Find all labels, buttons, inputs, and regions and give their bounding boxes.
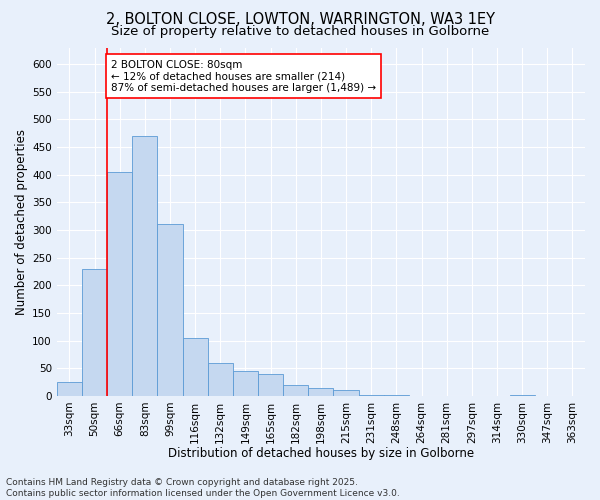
Text: 2 BOLTON CLOSE: 80sqm
← 12% of detached houses are smaller (214)
87% of semi-det: 2 BOLTON CLOSE: 80sqm ← 12% of detached …: [111, 60, 376, 93]
Text: Contains HM Land Registry data © Crown copyright and database right 2025.
Contai: Contains HM Land Registry data © Crown c…: [6, 478, 400, 498]
Bar: [334, 390, 359, 396]
Bar: [208, 362, 233, 396]
Bar: [132, 136, 157, 396]
Bar: [57, 382, 82, 396]
X-axis label: Distribution of detached houses by size in Golborne: Distribution of detached houses by size …: [168, 447, 474, 460]
Bar: [258, 374, 283, 396]
Y-axis label: Number of detached properties: Number of detached properties: [15, 128, 28, 314]
Bar: [233, 371, 258, 396]
Bar: [157, 224, 182, 396]
Text: 2, BOLTON CLOSE, LOWTON, WARRINGTON, WA3 1EY: 2, BOLTON CLOSE, LOWTON, WARRINGTON, WA3…: [106, 12, 494, 28]
Text: Size of property relative to detached houses in Golborne: Size of property relative to detached ho…: [111, 25, 489, 38]
Bar: [107, 172, 132, 396]
Bar: [283, 385, 308, 396]
Bar: [82, 268, 107, 396]
Bar: [182, 338, 208, 396]
Bar: [308, 388, 334, 396]
Bar: [359, 394, 384, 396]
